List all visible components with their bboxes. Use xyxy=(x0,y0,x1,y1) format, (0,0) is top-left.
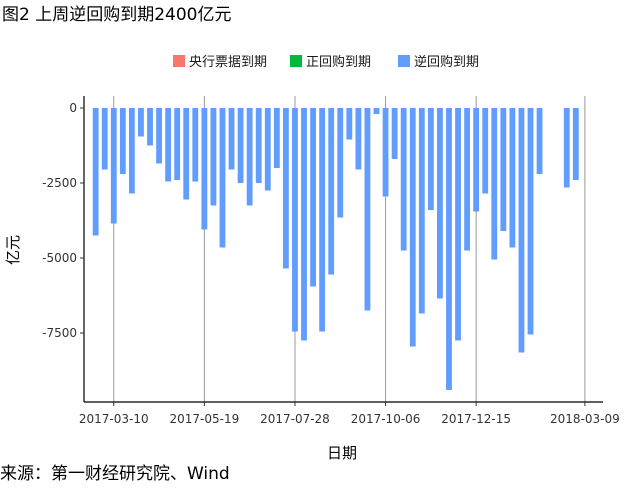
bar xyxy=(328,108,335,275)
x-tick-label: 2017-03-10 xyxy=(79,412,149,426)
bar xyxy=(237,108,244,183)
bar-series xyxy=(92,108,579,390)
legend-key-3 xyxy=(398,55,410,67)
bar xyxy=(527,108,534,335)
bar xyxy=(192,108,199,182)
chart-legend: 央行票据到期 正回购到期 逆回购到期 xyxy=(173,54,479,70)
source-note: 来源：第一财经研究院、Wind xyxy=(0,464,230,484)
bar xyxy=(174,108,181,180)
bar xyxy=(292,108,298,332)
bar xyxy=(301,108,307,341)
x-tick-label: 2017-05-19 xyxy=(169,412,239,426)
bar xyxy=(147,108,153,146)
y-tick-label: -7500 xyxy=(42,326,77,340)
y-tick-label: -5000 xyxy=(42,251,77,265)
x-axis-label: 日期 xyxy=(327,444,357,462)
legend-label-1: 央行票据到期 xyxy=(189,55,267,70)
bar xyxy=(156,108,162,164)
figure-title: 图2 上周逆回购到期2400亿元 xyxy=(2,5,232,25)
bar xyxy=(409,108,416,347)
bar xyxy=(563,108,570,188)
legend-key-2 xyxy=(290,55,302,67)
bar xyxy=(319,108,326,332)
bar xyxy=(219,108,226,248)
y-tick-label: -2500 xyxy=(42,176,77,190)
bar xyxy=(92,108,99,236)
x-tick-label: 2017-12-15 xyxy=(441,412,511,426)
legend-label-2: 正回购到期 xyxy=(306,54,371,70)
bar xyxy=(364,108,371,311)
bar xyxy=(337,108,344,218)
x-tick-label: 2017-07-28 xyxy=(260,412,330,426)
bar xyxy=(110,108,117,224)
bar xyxy=(255,108,262,183)
bar xyxy=(464,108,471,251)
bar xyxy=(119,108,126,174)
bar xyxy=(500,108,507,231)
x-tick-label: 2018-03-09 xyxy=(550,412,620,426)
bar xyxy=(400,108,407,251)
bar xyxy=(373,108,380,114)
bar xyxy=(437,108,443,299)
bar xyxy=(201,108,208,230)
bar xyxy=(446,108,452,390)
bar xyxy=(346,108,353,140)
bar xyxy=(310,108,316,287)
x-tick-label: 2017-10-06 xyxy=(351,412,421,426)
bar xyxy=(210,108,217,206)
bar xyxy=(536,108,543,174)
axes: 0 -2500 -5000 -7500 2017-03-10 2017-05-19 2017… xyxy=(42,96,620,426)
bar xyxy=(491,108,498,260)
bar xyxy=(572,108,579,180)
legend-key-1 xyxy=(173,55,185,67)
bar xyxy=(382,108,389,197)
bar xyxy=(101,108,108,170)
bar xyxy=(355,108,362,170)
bar xyxy=(273,108,280,168)
bar xyxy=(418,108,425,314)
bar xyxy=(473,108,480,212)
bar xyxy=(391,108,398,159)
bar xyxy=(228,108,235,170)
bar xyxy=(165,108,172,182)
bar xyxy=(518,108,525,353)
bar xyxy=(509,108,516,248)
bar xyxy=(264,108,271,191)
y-axis-label: 亿元 xyxy=(4,235,22,265)
bar xyxy=(183,108,190,200)
bar xyxy=(128,108,135,194)
bar xyxy=(427,108,434,210)
bar xyxy=(246,108,253,206)
bar xyxy=(138,108,144,137)
bar xyxy=(482,108,489,194)
legend-label-3: 逆回购到期 xyxy=(414,54,479,70)
bar xyxy=(282,108,289,269)
y-tick-label: 0 xyxy=(69,101,77,115)
bar xyxy=(455,108,461,341)
